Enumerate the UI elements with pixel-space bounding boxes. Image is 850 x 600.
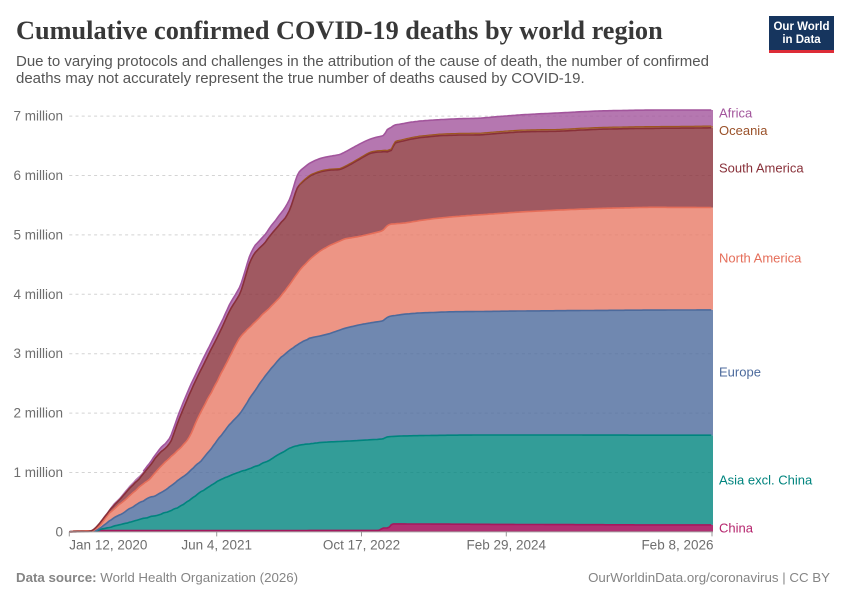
svg-text:Asia excl. China: Asia excl. China [719,473,813,488]
svg-text:Oceania: Oceania [719,123,768,138]
svg-text:Jun 4, 2021: Jun 4, 2021 [181,538,252,553]
svg-text:1 million: 1 million [13,465,63,480]
svg-text:2 million: 2 million [13,406,63,421]
svg-text:7 million: 7 million [13,109,63,124]
svg-text:China: China [719,521,754,536]
svg-text:Feb 29, 2024: Feb 29, 2024 [467,538,547,553]
svg-text:Europe: Europe [719,365,761,380]
svg-text:6 million: 6 million [13,168,63,183]
svg-text:4 million: 4 million [13,287,63,302]
svg-text:5 million: 5 million [13,227,63,242]
svg-text:Jan 12, 2020: Jan 12, 2020 [69,538,147,553]
svg-text:0: 0 [55,524,63,539]
svg-text:Feb 8, 2026: Feb 8, 2026 [641,538,713,553]
svg-text:Oct 17, 2022: Oct 17, 2022 [323,538,400,553]
svg-text:North America: North America [719,251,802,266]
svg-text:3 million: 3 million [13,346,63,361]
svg-text:South America: South America [719,161,804,176]
svg-text:Africa: Africa [719,106,753,121]
